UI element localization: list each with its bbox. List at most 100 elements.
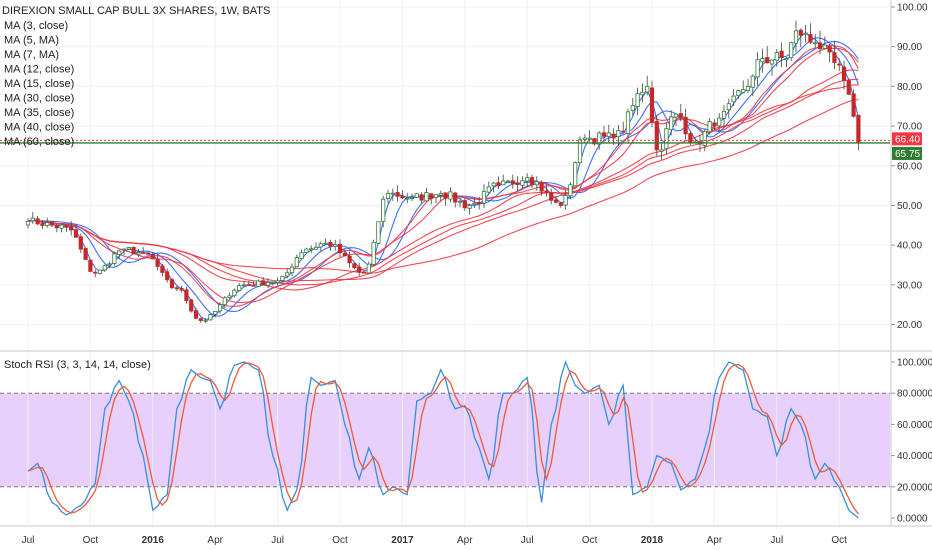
candle-body <box>683 117 688 135</box>
rsi-tick-label: 0.0000 <box>897 514 928 525</box>
candle-body <box>45 222 50 226</box>
candle-body <box>443 192 448 199</box>
candle-body <box>265 281 271 286</box>
candle-body <box>83 248 88 260</box>
candle-body <box>731 95 736 103</box>
candle-body <box>126 247 131 250</box>
candle-body <box>49 221 55 226</box>
candle-body <box>822 44 827 49</box>
candle-body <box>645 85 650 93</box>
candlestick-layer <box>25 20 861 324</box>
candle-body <box>227 295 232 299</box>
candle-body <box>784 58 789 61</box>
candle-body <box>549 192 554 201</box>
candle-body <box>505 180 511 183</box>
ma-legend-label: MA (5, MA) <box>4 35 59 47</box>
candle-body <box>793 30 799 44</box>
candle-body <box>721 110 727 119</box>
candle-body <box>808 34 813 43</box>
candle-body <box>760 58 765 63</box>
price-level-badge <box>892 146 922 160</box>
candle-body <box>246 284 251 286</box>
time-tick-label: Jul <box>521 535 534 546</box>
candle-body <box>88 259 93 272</box>
candle-body <box>462 200 467 209</box>
candle-body <box>592 138 597 145</box>
candle-body <box>501 180 506 186</box>
candle-body <box>649 87 655 123</box>
candle-body <box>112 253 117 264</box>
candle-body <box>789 42 794 58</box>
candle-body <box>765 57 770 64</box>
price-tick-label: 30.00 <box>897 280 922 291</box>
candle-body <box>851 93 856 117</box>
price-axis[interactable]: 20.00 30.00 40.00 50.00 60.00 70.00 80.00 90.00… <box>890 0 928 525</box>
ma-line-15 <box>27 47 859 304</box>
candle-body <box>241 284 247 287</box>
candle-body <box>597 132 602 145</box>
candle-body <box>160 265 165 273</box>
stoch-rsi-axis[interactable]: 0.0000 20.0000 40.0000 60.0000 80.0000 100.00… <box>891 358 932 525</box>
candle-body <box>261 280 266 286</box>
time-tick-label: Apr <box>457 535 473 546</box>
candle-body <box>179 288 184 291</box>
stoch-rsi-k-line <box>27 360 859 519</box>
candle-body <box>35 218 40 225</box>
candle-body <box>208 314 213 321</box>
candle-body <box>347 255 352 264</box>
candle-body <box>827 45 832 53</box>
candle-body <box>419 194 424 201</box>
candle-body <box>376 221 381 244</box>
time-axis[interactable]: Jul Oct 2016 Apr Jul Oct 2017 Apr Jul Oct 2018 Apr J… <box>0 525 932 546</box>
ma-legend-label: MA (40, close) <box>4 122 74 134</box>
candle-body <box>621 130 626 133</box>
candle-body <box>433 194 439 198</box>
candle-body <box>457 200 463 203</box>
candle-body <box>755 59 760 78</box>
time-tick-label: Oct <box>831 535 847 546</box>
candle-body <box>717 117 722 127</box>
candle-body <box>304 248 309 253</box>
candle-body <box>131 246 136 255</box>
ma-legend-label: MA (35, close) <box>4 107 74 119</box>
candle-body <box>213 310 218 315</box>
candle-body <box>448 191 453 200</box>
candle-body <box>774 52 779 61</box>
time-tick-label: 2017 <box>391 535 414 546</box>
candle-body <box>121 248 127 251</box>
candle-body <box>155 258 160 267</box>
candle-body <box>400 195 405 199</box>
candle-body <box>64 224 69 228</box>
candle-body <box>611 133 616 139</box>
candle-body <box>491 182 496 187</box>
time-tick-label: Jul <box>271 535 284 546</box>
candle-body <box>582 137 587 140</box>
candle-body <box>529 177 535 185</box>
candle-body <box>745 85 751 92</box>
candle-body <box>93 271 98 274</box>
stoch-rsi-lines <box>27 360 859 519</box>
candle-body <box>510 180 515 185</box>
ma-line-60 <box>27 98 859 274</box>
price-tick-label: 40.00 <box>897 241 922 252</box>
candle-body <box>630 105 635 111</box>
candle-body <box>198 318 203 321</box>
candle-body <box>78 236 83 250</box>
candle-body <box>750 75 755 88</box>
candle-body <box>30 217 35 222</box>
candle-body <box>237 285 242 292</box>
candle-body <box>817 42 823 50</box>
candle-body <box>539 181 544 192</box>
candle-body <box>366 263 371 274</box>
candle-body <box>107 263 112 266</box>
candle-body <box>664 128 669 150</box>
rsi-tick-label: 100.0000 <box>897 358 932 369</box>
candle-body <box>841 66 847 81</box>
candle-body <box>573 162 578 187</box>
candle-body <box>25 220 31 226</box>
ma-legend-label: MA (30, close) <box>4 93 74 105</box>
candle-body <box>688 133 693 143</box>
candle-body <box>515 182 520 185</box>
candle-body <box>409 197 415 199</box>
